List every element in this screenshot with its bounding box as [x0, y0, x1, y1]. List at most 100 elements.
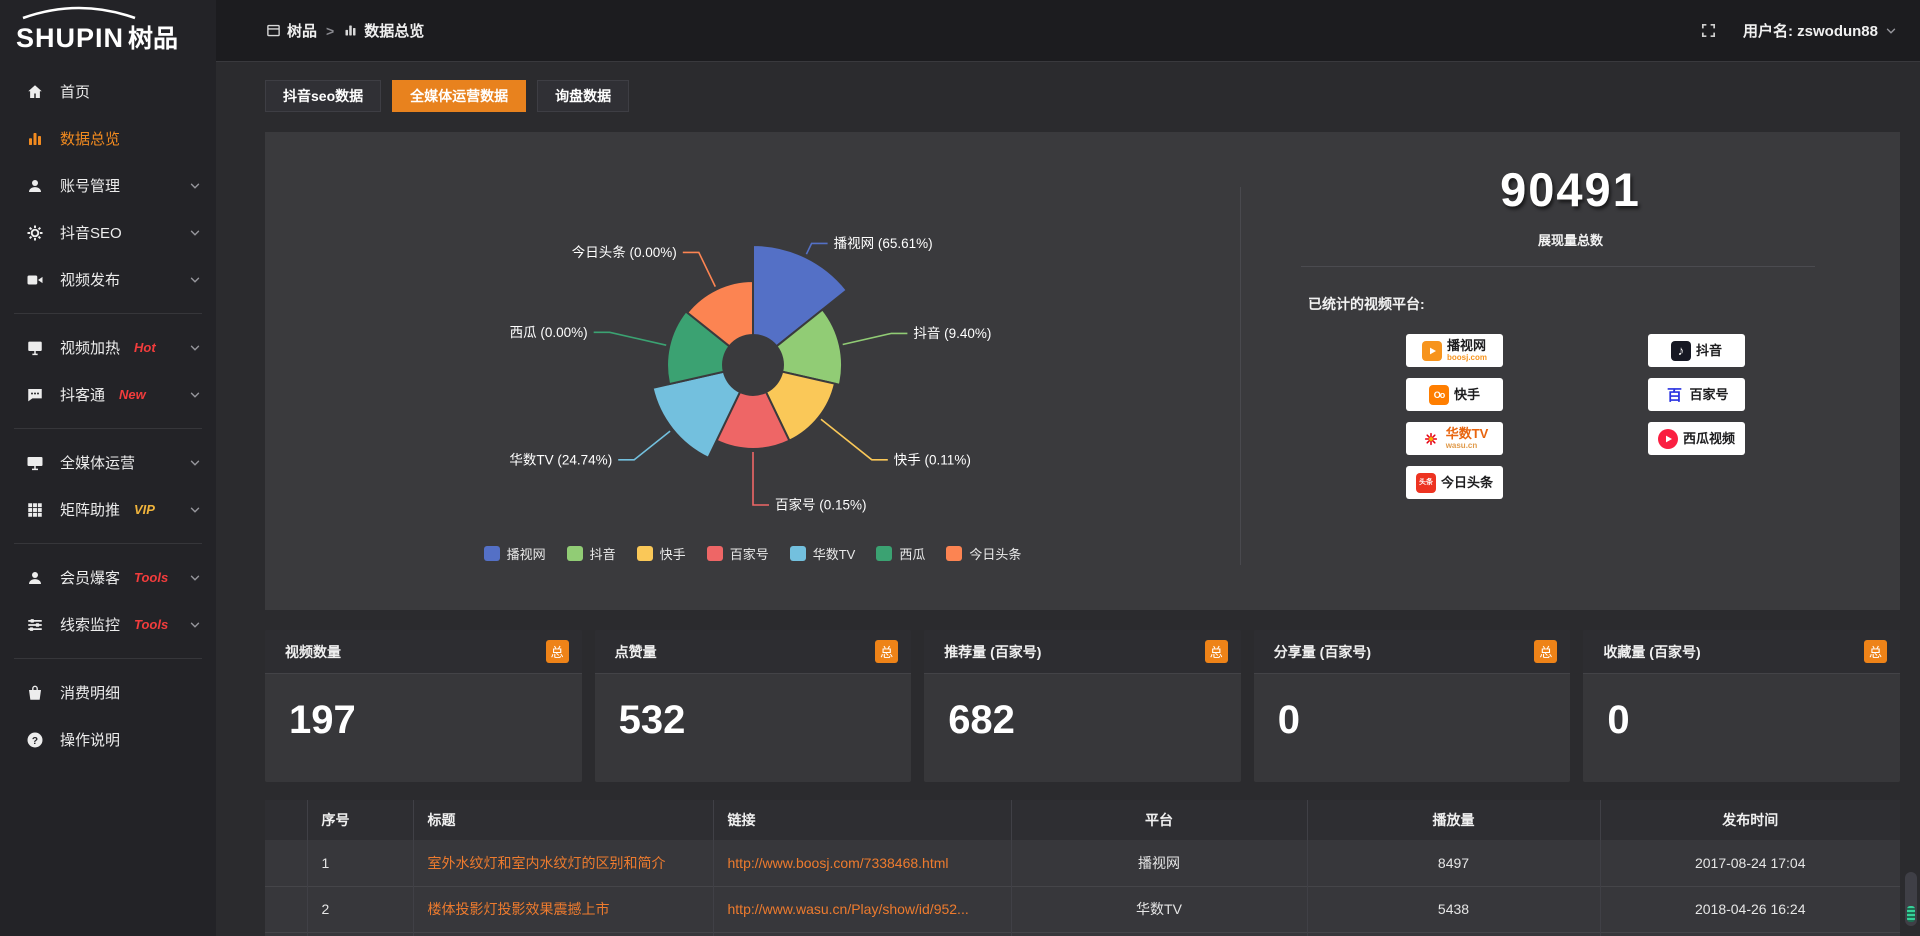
cell-title[interactable]: 室外水纹灯和室内水纹灯的区别和简介 [413, 840, 714, 886]
platform-text: 今日头条 [1441, 476, 1493, 490]
sidebar-item-home[interactable]: 首页 [0, 68, 216, 115]
platform-name: 快手 [1453, 386, 1480, 402]
platform-text: 播视网 boosj.com [1447, 339, 1487, 362]
home-icon [26, 83, 44, 101]
total-badge[interactable]: 总 [1864, 640, 1887, 663]
sidebar-item-douketong[interactable]: 抖客通 New [0, 371, 216, 418]
platform-badge-baijiahao[interactable]: 百百家号 [1648, 378, 1745, 411]
legend-item-抖音[interactable]: 抖音 [566, 544, 616, 563]
platform-badge-douyin[interactable]: ♪ 抖音 [1648, 334, 1745, 367]
tab-douyin-seo-data[interactable]: 抖音seo数据 [265, 80, 382, 112]
cell-link[interactable]: http://www.boosj.com/7338468.html [713, 840, 1012, 886]
app-logo[interactable]: SHUPIN 树品 [0, 0, 216, 62]
platform-badge-boosj[interactable]: 播视网 boosj.com [1406, 334, 1503, 367]
sidebar-item-account-management[interactable]: 账号管理 [0, 162, 216, 209]
video-table-wrap: 序号 标题 链接 平台 播放量 发布时间 1 室外水纹灯和室内水纹灯的区别和简介 http:/… [265, 800, 1900, 936]
platform-subtext: wasu.cn [1445, 440, 1478, 450]
gear-icon [26, 224, 44, 242]
total-badge[interactable]: 总 [545, 640, 569, 663]
row-select-cell [265, 840, 308, 886]
legend-item-华数TV[interactable]: 华数TV [789, 544, 855, 563]
legend-item-今日头条[interactable]: 今日头条 [946, 544, 1021, 563]
column-header-plays: 播放量 [1307, 800, 1601, 840]
platform-badge-kuaishou[interactable]: Oo 快手 [1406, 378, 1503, 411]
overview-panel: 播视网 (65.61%) 抖音 (9.40%) 快手 (0.11%) 百家号 (0.1… [265, 132, 1900, 610]
breadcrumb-item-data-overview[interactable]: 数据总览 [343, 20, 424, 41]
sidebar-item-data-overview[interactable]: 数据总览 [0, 115, 216, 162]
sidebar-item-omni-media[interactable]: 全媒体运营 [0, 439, 216, 486]
table-row: 2 楼体投影灯投影效果震撼上市 http://www.wasu.cn/Play/sh… [265, 886, 1900, 932]
chevron-down-icon [188, 388, 202, 402]
sidebar-item-video-publish[interactable]: 视频发布 [0, 256, 216, 303]
legend-swatch [636, 546, 653, 561]
stat-card-recommend-count: 推荐量 (百家号) 总 682 [924, 630, 1241, 782]
kuaishou-logo-icon: Oo [1428, 384, 1449, 405]
sidebar-item-matrix-boost[interactable]: 矩阵助推 VIP [0, 486, 216, 533]
user-icon [26, 177, 44, 195]
stat-card-like-count: 点赞量 总 532 [594, 630, 912, 782]
pie-slice-播视网[interactable] [752, 243, 849, 348]
platform-badge-toutiao[interactable]: 头条 今日头条 [1406, 466, 1503, 499]
legend-swatch [789, 546, 806, 561]
platform-badge-xigua[interactable]: 西瓜视频 [1648, 422, 1745, 455]
table-body: 1 室外水纹灯和室内水纹灯的区别和简介 http://www.boosj.com/7… [265, 840, 1900, 936]
pie-slice-西瓜[interactable] [666, 309, 731, 386]
platform-text: 抖音 [1696, 344, 1722, 358]
main-content: 抖音seo数据 全媒体运营数据 询盘数据 播视网 (65.61%) 抖音 (9.40%… [216, 62, 1920, 936]
pie-chart[interactable]: 播视网 (65.61%) 抖音 (9.40%) 快手 (0.11%) 百家号 (0.1… [265, 132, 1240, 610]
platform-text: 百家号 [1689, 388, 1728, 402]
stat-card-value: 0 [1607, 698, 1630, 742]
sidebar-item-douyin-seo[interactable]: 抖音SEO [0, 209, 216, 256]
cell-link[interactable]: http://www.wasu.cn/Play/show/id/952... [713, 886, 1012, 932]
desktop-icon [26, 454, 44, 472]
platforms-label: 已统计的视频平台: [1308, 296, 1425, 312]
legend-item-西瓜[interactable]: 西瓜 [876, 544, 925, 563]
sidebar-item-operation-guide[interactable]: ? 操作说明 [0, 716, 216, 763]
pie-label-抖音: 抖音 (9.40%) [913, 325, 991, 341]
tab-inquiry-data[interactable]: 询盘数据 [537, 80, 630, 112]
pie-slice-今日头条[interactable] [685, 279, 754, 348]
pie-label-快手: 快手 (0.11%) [894, 452, 971, 467]
summary-area: 90491 展现量总数 已统计的视频平台: 播视网 boosj.com ♪ 抖音 Oo 快… [1241, 132, 1900, 610]
sidebar-item-label: 账号管理 [60, 178, 121, 195]
sidebar-item-video-heat[interactable]: 视频加热 Hot [0, 324, 216, 371]
legend-item-快手[interactable]: 快手 [636, 544, 686, 563]
legend-item-播视网[interactable]: 播视网 [483, 544, 546, 563]
total-badge[interactable]: 总 [1204, 640, 1228, 663]
cell-title[interactable]: 楼体投影灯投影效果震撼上市 [413, 886, 714, 932]
sidebar-item-label: 会员爆客 [60, 570, 121, 587]
chevron-down-icon [188, 456, 202, 470]
stat-card-title: 点赞量 [614, 643, 657, 660]
toutiao-logo-icon: 头条 [1415, 472, 1436, 493]
total-badge[interactable]: 总 [1534, 640, 1558, 663]
fullscreen-icon[interactable] [1700, 22, 1717, 39]
cell-index: 1 [307, 840, 414, 886]
legend-item-百家号[interactable]: 百家号 [706, 544, 769, 563]
chevron-down-icon [188, 226, 202, 240]
sidebar-item-label: 线索监控 [60, 617, 121, 634]
scrollbar-thumb[interactable] [1905, 872, 1917, 926]
sidebar-item-expense-detail[interactable]: 消费明细 [0, 669, 216, 716]
total-badge[interactable]: 总 [875, 640, 899, 663]
user-menu[interactable]: 用户名: zswodun88 [1743, 20, 1898, 41]
pie-slice-抖音[interactable] [775, 308, 844, 386]
sidebar-item-member-baoke[interactable]: 会员爆客 Tools [0, 554, 216, 601]
bar-chart-icon [26, 130, 44, 148]
legend-label: 抖音 [589, 547, 616, 562]
baijiahao-logo-icon: 百 [1664, 384, 1685, 405]
breadcrumb-item-shupin[interactable]: 树品 [266, 20, 317, 41]
pie-chart-area: 播视网 (65.61%) 抖音 (9.40%) 快手 (0.11%) 百家号 (0.1… [265, 132, 1240, 610]
pie-slice-华数TV[interactable] [651, 370, 742, 460]
table-row-partial [265, 932, 1900, 936]
pie-label-西瓜: 西瓜 (0.00%) [510, 325, 588, 340]
sidebar-item-lead-monitor[interactable]: 线索监控 Tools [0, 601, 216, 648]
menu-badge-tools: Tools [134, 617, 169, 632]
tab-omni-media-data[interactable]: 全媒体运营数据 [392, 80, 527, 112]
svg-text:?: ? [32, 735, 38, 746]
douyin-logo-icon: ♪ [1670, 340, 1691, 361]
scrollbar-stripes-icon [1907, 906, 1915, 922]
chevron-down-icon [188, 179, 202, 193]
stat-card-value: 682 [948, 698, 1015, 742]
platform-badge-wasu[interactable]: 华数TV wasu.cn [1406, 422, 1503, 455]
chevron-down-icon [188, 503, 202, 517]
